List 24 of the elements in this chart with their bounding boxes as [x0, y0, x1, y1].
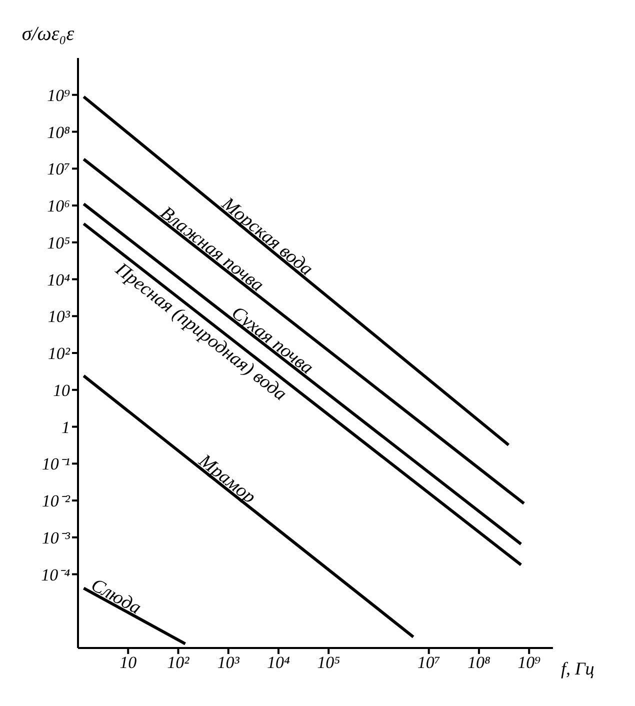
x-tick-label: 10³ — [217, 653, 240, 672]
y-tick-label: 10² — [48, 344, 71, 364]
y-tick-label: 10⁻⁴ — [41, 565, 70, 584]
x-tick-label: 10 — [120, 653, 138, 672]
x-tick-label: 10⁷ — [417, 653, 440, 672]
y-tick-label: 1 — [62, 418, 70, 437]
y-tick-label: 10 — [53, 380, 70, 400]
y-tick-label: 10⁶ — [47, 196, 70, 216]
y-tick-label: 10⁸ — [47, 122, 70, 142]
y-tick-label: 10⁻³ — [42, 528, 71, 548]
x-tick-label: 10⁹ — [518, 653, 541, 672]
y-tick-label: 10⁻¹ — [42, 454, 70, 474]
y-tick-label: 10³ — [48, 307, 71, 326]
x-tick-label: 10⁵ — [317, 653, 340, 672]
y-tick-label: 10⁵ — [47, 233, 70, 252]
x-tick-label: 10² — [167, 653, 190, 672]
x-tick-label: 10⁸ — [468, 653, 491, 672]
x-tick-label: 10⁴ — [267, 653, 290, 672]
y-axis-title: σ/ωε₀ε — [22, 23, 74, 45]
y-tick-label: 10⁻² — [42, 492, 71, 511]
y-tick-label: 10⁹ — [47, 86, 70, 105]
y-tick-label: 10⁷ — [47, 160, 70, 179]
x-axis-title: f, Гц — [561, 658, 594, 678]
y-tick-label: 10⁴ — [47, 270, 70, 290]
